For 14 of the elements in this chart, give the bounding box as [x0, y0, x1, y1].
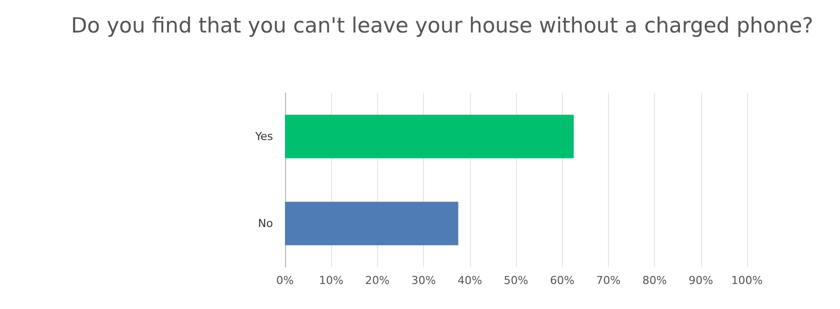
x-tick-label: 40% — [458, 274, 482, 287]
x-tick-label: 60% — [550, 274, 574, 287]
x-tick-label: 30% — [411, 274, 436, 287]
x-tick-label: 70% — [596, 274, 621, 287]
x-tick-label: 0% — [276, 274, 294, 287]
y-tick-label: Yes — [254, 130, 274, 143]
x-tick-label: 10% — [318, 274, 344, 287]
x-tick-label: 100% — [731, 274, 763, 287]
x-tick-label: 80% — [642, 274, 667, 287]
x-tick-label: 20% — [365, 274, 390, 287]
x-tick-label: 50% — [504, 274, 528, 287]
chart-title: Do you find that you can't leave your house without a charged phone? — [71, 14, 814, 38]
y-tick-label: No — [258, 217, 274, 230]
x-tick-label: 90% — [688, 274, 714, 287]
